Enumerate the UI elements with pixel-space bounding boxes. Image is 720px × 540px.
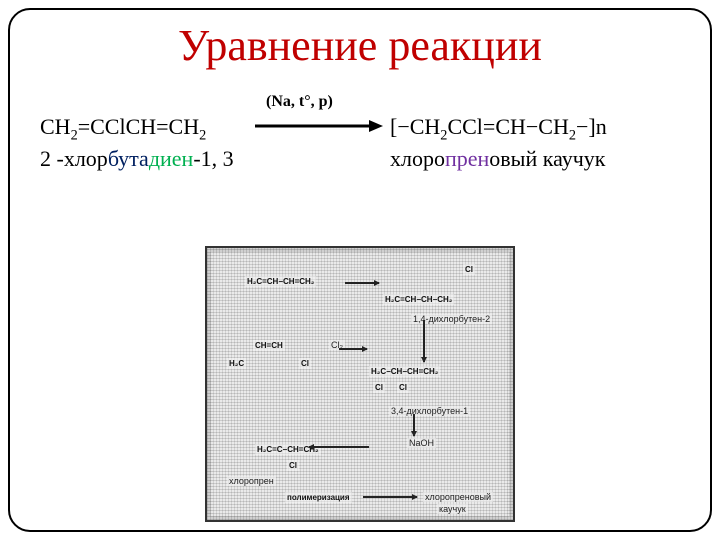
reagent-formula: CH2=CClCH=CH2 [40, 113, 234, 145]
equation-area: (Na, t°, p) CH2=CClCH=CH2 2 -хлорбутадие… [20, 89, 700, 169]
diagram-arrow-icon [309, 446, 369, 448]
diagram-arrow-icon [423, 320, 425, 362]
diagram-arrow-icon [363, 496, 417, 498]
reaction-scheme-diagram: H₂C=CH−CH=CH₂ Cl H₂C=CH−CH−CH₂ CH=CH H₂C Cl H₂… [205, 246, 515, 522]
reagent-name-green: диен [149, 146, 194, 171]
product-block: [−CH2CCl=CH−CH2−]n хлоропреновый каучук [390, 113, 607, 173]
diagram-molecule: Cl [397, 382, 409, 393]
diagram-label: 3,4-дихлорбутен-1 [389, 406, 470, 416]
reaction-arrow-icon [255, 119, 383, 133]
diagram-molecule: H₂C=CH−CH−CH₂ [383, 294, 454, 305]
product-name-prefix: хлоро [390, 146, 445, 171]
product-name-purple: прен [445, 146, 489, 171]
diagram-molecule: полимеризация [285, 492, 352, 503]
diagram-arrow-icon [339, 348, 367, 350]
diagram-molecule: Cl [463, 264, 475, 275]
diagram-molecule: H₂C [227, 358, 246, 369]
diagram-molecule: H₂C−CH−CH=CH₂ [369, 366, 440, 377]
reagent-name-blue: бута [108, 146, 149, 171]
slide-content: Уравнение реакции (Na, t°, p) CH2=CClCH=… [20, 16, 700, 524]
diagram-arrow-icon [345, 282, 379, 284]
reagent-name-suffix: -1, 3 [193, 146, 233, 171]
diagram-arrow-icon [413, 414, 415, 436]
diagram-label: каучук [437, 504, 468, 514]
product-name: хлоропреновый каучук [390, 145, 607, 173]
reagent-name-prefix: 2 -хлор [40, 146, 108, 171]
product-formula: [−CH2CCl=CH−CH2−]n [390, 113, 607, 145]
diagram-label: NaOH [407, 438, 436, 448]
product-name-suffix: овый каучук [489, 146, 605, 171]
diagram-inner: H₂C=CH−CH=CH₂ Cl H₂C=CH−CH−CH₂ CH=CH H₂C Cl H₂… [213, 254, 507, 514]
diagram-molecule: Cl [287, 460, 299, 471]
page-title: Уравнение реакции [20, 20, 700, 71]
diagram-molecule: Cl [373, 382, 385, 393]
diagram-molecule: CH=CH [253, 340, 285, 351]
diagram-molecule: H₂C=CH−CH=CH₂ [245, 276, 316, 287]
diagram-label: хлоропреновый [423, 492, 493, 502]
reagent-name: 2 -хлорбутадиен-1, 3 [40, 145, 234, 173]
diagram-molecule: Cl [299, 358, 311, 369]
reaction-conditions: (Na, t°, p) [266, 93, 333, 111]
reagent-block: CH2=CClCH=CH2 2 -хлорбутадиен-1, 3 [40, 113, 234, 173]
diagram-label: хлоропрен [227, 476, 276, 486]
